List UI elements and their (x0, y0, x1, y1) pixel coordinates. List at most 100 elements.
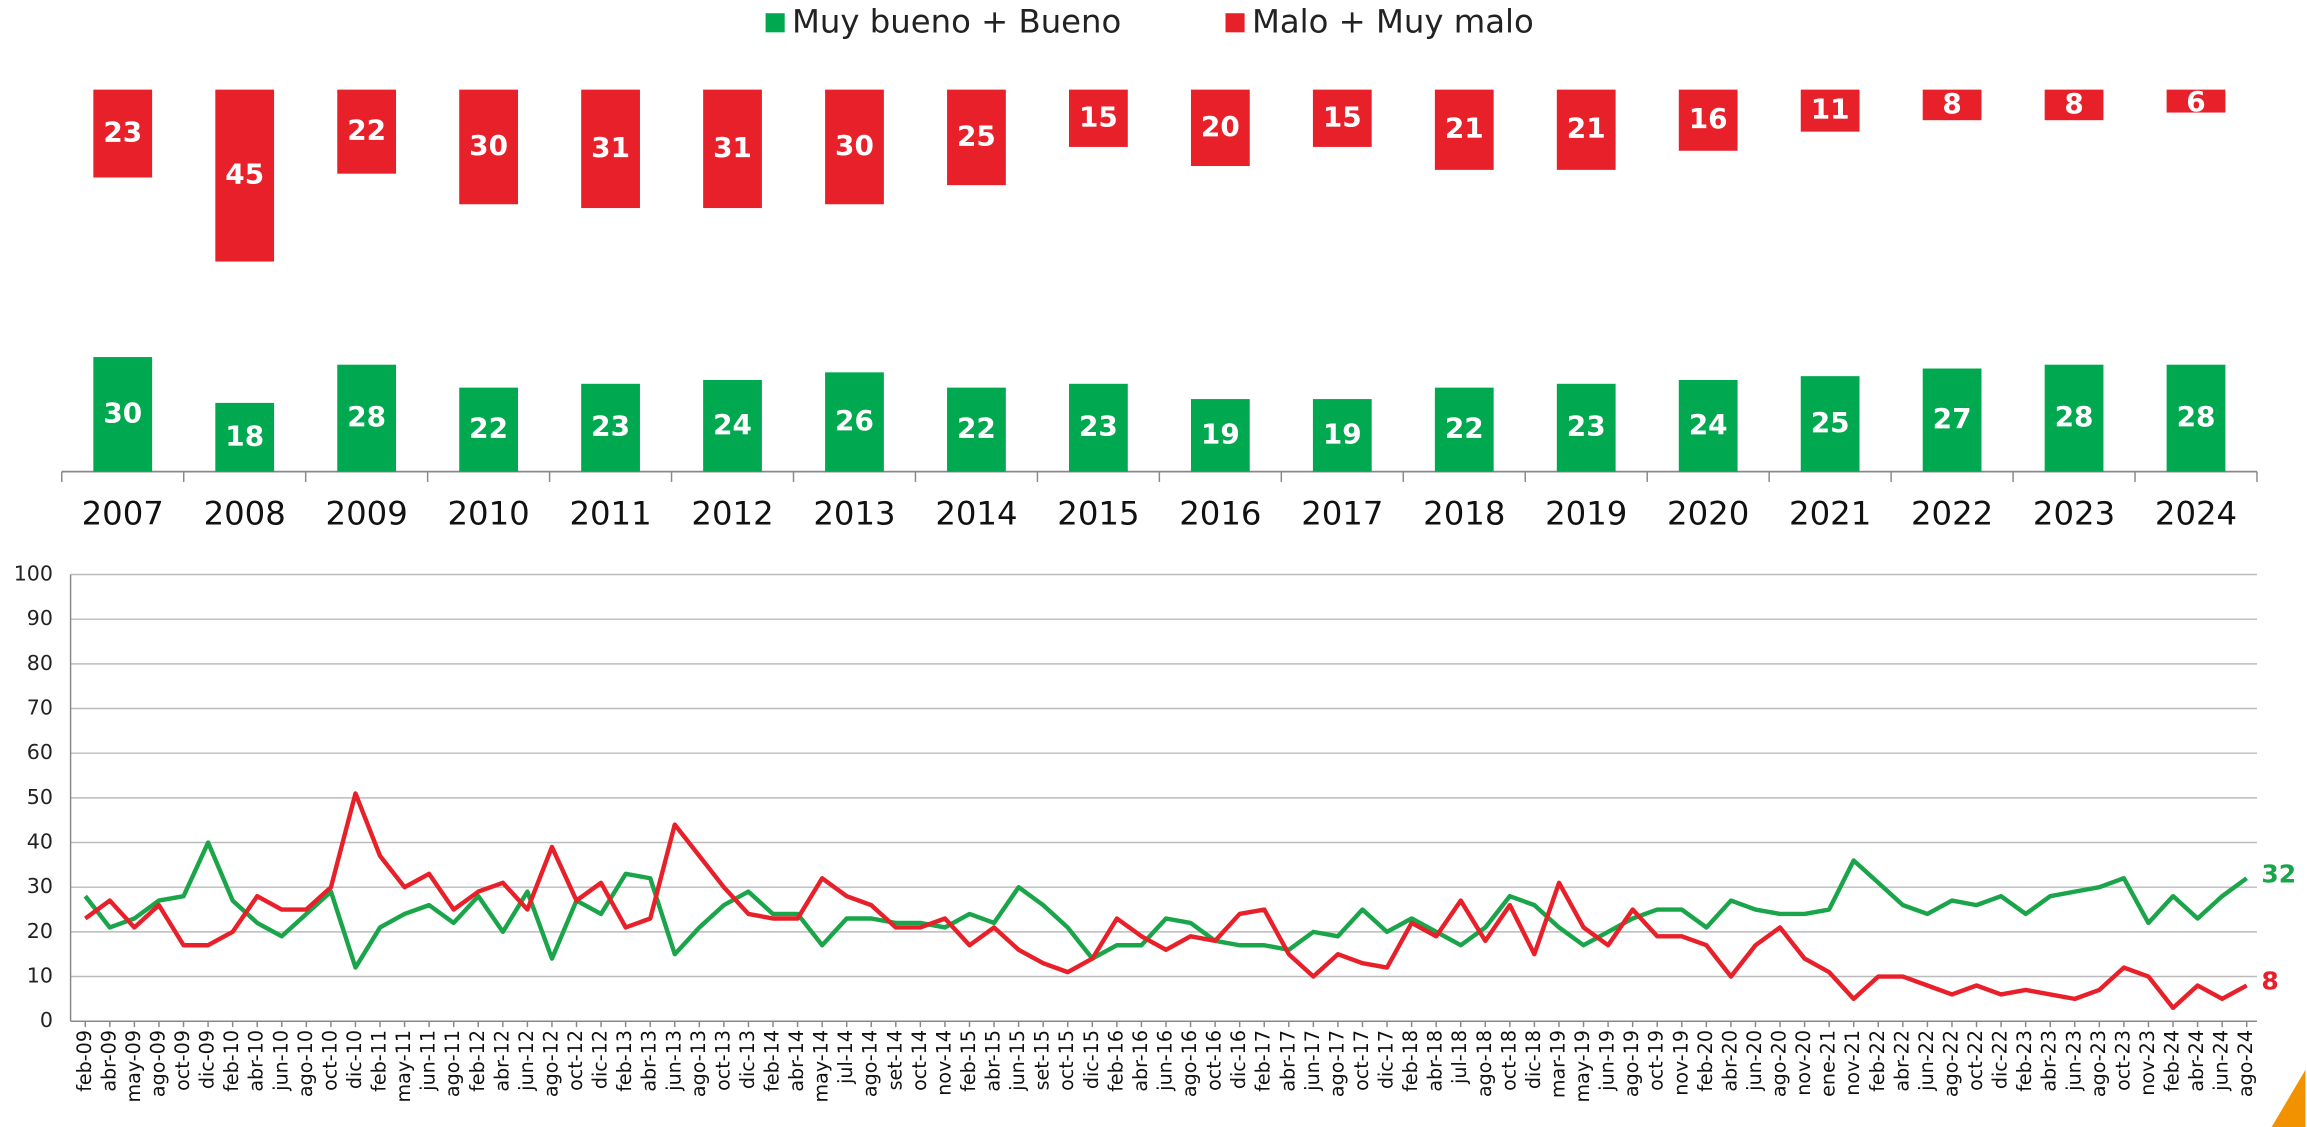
x-tick-label: 2017 (1301, 495, 1383, 533)
bar (825, 372, 884, 472)
y-tick-label: 10 (27, 964, 53, 988)
x-tick-label: ago-22 (1939, 1030, 1962, 1097)
x-tick-label: 2020 (1667, 495, 1749, 533)
x-tick-label: ago-18 (1473, 1030, 1496, 1097)
x-tick-label: ago-10 (294, 1030, 317, 1097)
x-tick-label: may-09 (122, 1030, 145, 1102)
bar-label: 19 (1201, 417, 1240, 450)
x-tick-label: oct-17 (1350, 1030, 1373, 1091)
x-tick-label: dic-17 (1375, 1030, 1398, 1089)
x-tick-label: ago-23 (2087, 1030, 2110, 1097)
bar-label: 8 (1942, 87, 1961, 120)
bar (947, 387, 1006, 472)
bar (1922, 89, 1982, 121)
line-series (83, 791, 2248, 1011)
bar (1312, 399, 1372, 472)
x-tick-label: abr-20 (1718, 1030, 1741, 1092)
x-tick-label: dic-18 (1522, 1030, 1545, 1089)
x-tick-label: feb-14 (761, 1030, 784, 1092)
x-tick-label: abr-23 (2038, 1030, 2061, 1092)
bar-label: 31 (591, 131, 630, 164)
y-tick-label: 70 (27, 696, 53, 720)
x-tick-label: jun-20 (1743, 1030, 1766, 1092)
bar-label: 15 (1323, 100, 1362, 133)
bar (1800, 89, 1860, 132)
x-tick-label: oct-19 (1645, 1030, 1668, 1091)
x-tick-label: nov-19 (1669, 1030, 1692, 1096)
x-tick-label: jun-17 (1301, 1030, 1324, 1092)
x-tick-label: 2009 (326, 495, 408, 533)
y-tick-label: 80 (27, 651, 53, 675)
x-tick-label: ago-14 (859, 1030, 882, 1097)
bar-label: 27 (1933, 402, 1972, 435)
x-tick-label: abr-16 (1129, 1030, 1152, 1092)
x-tick-label: oct-10 (318, 1030, 341, 1091)
bar (947, 89, 1006, 186)
x-tick-label: set-14 (883, 1030, 906, 1090)
x-tick-label: feb-24 (2161, 1030, 2184, 1092)
bar-label: 45 (225, 158, 264, 191)
x-tick-label: oct-23 (2111, 1030, 2134, 1091)
bar (215, 89, 275, 262)
bar-label: 20 (1201, 110, 1240, 143)
x-tick-label: 2012 (691, 495, 773, 533)
bar-label: 19 (1323, 417, 1362, 450)
bar (1434, 89, 1494, 170)
legend-swatch (765, 13, 785, 33)
x-tick-label: 2019 (1545, 495, 1627, 533)
bar (1312, 89, 1372, 147)
x-tick-label: abr-18 (1424, 1030, 1447, 1092)
bar-label: 21 (1567, 112, 1606, 145)
bar (1922, 368, 1982, 472)
x-tick-label: dic-10 (343, 1030, 366, 1089)
bar (1678, 379, 1738, 472)
x-tick-label: 2015 (1057, 495, 1139, 533)
x-tick-label: nov-14 (932, 1030, 955, 1096)
y-tick-label: 60 (27, 740, 53, 764)
bar-label: 24 (713, 408, 752, 441)
bar-label: 24 (1689, 408, 1728, 441)
bar-label: 21 (1445, 112, 1484, 145)
x-tick-label: oct-13 (711, 1030, 734, 1091)
bar (1556, 383, 1616, 472)
x-tick-label: oct-18 (1497, 1030, 1520, 1091)
x-tick-label: may-14 (810, 1030, 833, 1102)
x-tick-label: oct-09 (171, 1030, 194, 1091)
bar (581, 89, 640, 209)
x-tick-label: abr-10 (245, 1030, 268, 1092)
bar (581, 383, 640, 472)
bar-label: 22 (957, 412, 996, 445)
x-tick-label: dic-09 (196, 1030, 219, 1089)
x-tick-label: 2024 (2155, 495, 2237, 533)
x-tick-label: dic-12 (589, 1030, 612, 1089)
x-tick-label: jun-22 (1915, 1030, 1938, 1092)
bar-label: 26 (835, 404, 874, 437)
x-tick-label: 2016 (1179, 495, 1261, 533)
x-tick-label: jun-23 (2062, 1030, 2085, 1092)
bar (1678, 89, 1738, 151)
x-tick-label: ago-20 (1768, 1030, 1791, 1097)
bar-label: 6 (2186, 85, 2205, 118)
bar (459, 387, 519, 472)
x-tick-label: jul-18 (1448, 1030, 1471, 1085)
bar-label: 23 (1079, 410, 1118, 443)
bar-label: 15 (1079, 100, 1118, 133)
x-tick-label: dic-16 (1227, 1030, 1250, 1089)
x-tick-label: abr-09 (97, 1030, 120, 1092)
bar (1190, 89, 1250, 167)
bar-label: 25 (957, 119, 996, 152)
bar-label: 22 (469, 412, 508, 445)
x-tick-label: oct-22 (1964, 1030, 1987, 1091)
bar (1069, 383, 1128, 472)
x-tick-label: 2014 (935, 495, 1017, 533)
bar (1190, 399, 1250, 472)
bar (1069, 89, 1128, 147)
x-tick-label: feb-18 (1399, 1030, 1422, 1092)
x-tick-label: abr-22 (1890, 1030, 1913, 1092)
bar-label: 16 (1689, 102, 1728, 135)
x-tick-label: feb-15 (957, 1030, 980, 1092)
bar (703, 89, 762, 209)
x-tick-label: mar-19 (1546, 1030, 1569, 1098)
x-tick-label: may-11 (392, 1030, 415, 1102)
x-tick-label: oct-14 (908, 1030, 931, 1091)
